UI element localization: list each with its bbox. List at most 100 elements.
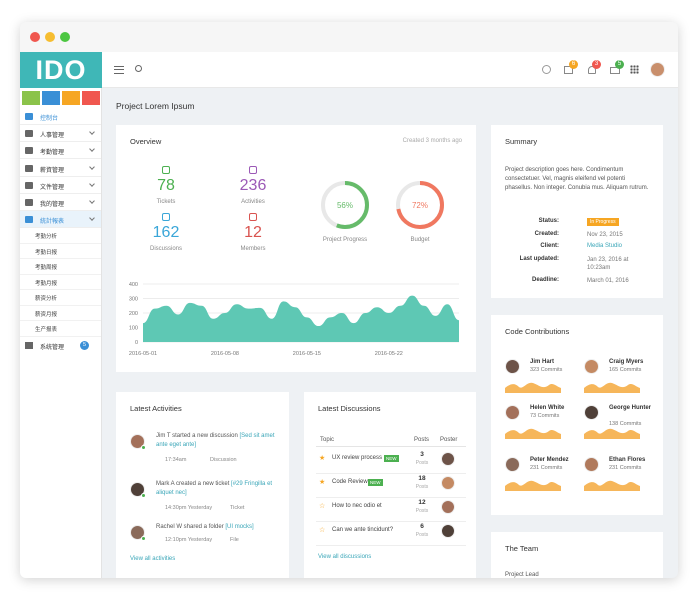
summary-value: March 01, 2016	[587, 278, 629, 284]
logo[interactable]: IDO	[20, 52, 102, 88]
column-header: Topic	[320, 437, 335, 443]
info-icon[interactable]	[542, 65, 551, 74]
activity-time: 17:34am	[165, 457, 187, 463]
card-title: Latest Activities	[130, 404, 182, 413]
stat-icon	[162, 166, 170, 174]
activity-link[interactable]: [#29 Fringilla et aliquet nec]	[156, 481, 273, 496]
badge: 6	[569, 60, 578, 69]
post-count: 3	[420, 451, 424, 458]
table-header	[316, 434, 466, 447]
menu-item[interactable]	[20, 125, 101, 143]
mail-icon[interactable]	[610, 67, 620, 74]
activity-link[interactable]: [Sed sit amet ante eget ante]	[156, 433, 275, 448]
submenu-label: 薪资月报	[35, 311, 58, 318]
x-tick-label: 2016-05-08	[211, 351, 239, 357]
activity-link[interactable]: [UI mocks]	[225, 524, 254, 530]
apps-icon[interactable]	[630, 65, 639, 74]
contributor-commits: 73 Commits	[530, 413, 560, 419]
badge: 5	[615, 60, 624, 69]
user-avatar[interactable]	[650, 62, 665, 77]
new-badge: NEW	[384, 455, 399, 462]
activity-actor: Mark A created a new ticket	[156, 481, 230, 487]
quick-button[interactable]	[42, 91, 60, 105]
view-all-link[interactable]: View all discussions	[318, 554, 372, 560]
close[interactable]	[30, 32, 40, 42]
contributor-commits: 165 Commits	[609, 367, 642, 373]
menu-item[interactable]	[20, 160, 101, 177]
area	[143, 295, 459, 342]
topic[interactable]: UX review process	[332, 455, 383, 461]
menu-item[interactable]	[20, 108, 101, 125]
menu-icon	[25, 147, 33, 155]
menu-item[interactable]	[20, 142, 101, 160]
donut-caption: Project Progress	[323, 237, 367, 243]
menu-item[interactable]	[20, 211, 101, 229]
summary-label: Created:	[534, 231, 559, 237]
stat-value: 236	[239, 177, 267, 194]
badge: 5	[80, 340, 89, 350]
table-row[interactable]	[316, 522, 466, 546]
submenu-label: 考勤日报	[35, 249, 58, 256]
submenu-label: 考勤分析	[35, 234, 58, 241]
contributor-commits: 323 Commits	[530, 367, 563, 373]
menu-item[interactable]	[20, 177, 101, 194]
summary-value[interactable]: Media Studio	[587, 243, 623, 249]
activity-kind: Discussion	[210, 457, 237, 463]
table-row[interactable]	[316, 450, 466, 474]
menu-label: 考勤管理	[40, 150, 65, 157]
card-title: Summary	[505, 137, 538, 146]
menu-icon	[25, 164, 33, 172]
topic[interactable]: How to nec odio et	[332, 503, 382, 509]
sparkline	[505, 480, 561, 491]
stat-label: Activities	[241, 199, 265, 205]
table-row[interactable]	[316, 474, 466, 498]
avatar	[584, 405, 599, 420]
card-title: Code Contributions	[505, 327, 570, 336]
topic[interactable]: Can we ante tincidunt?	[332, 527, 394, 533]
menu-label: 系统管理	[40, 344, 65, 351]
submenu-item[interactable]	[20, 259, 101, 275]
table-row[interactable]	[316, 498, 466, 522]
menu-item[interactable]	[20, 194, 101, 211]
menu-label: 人事管理	[40, 133, 65, 140]
badge: 3	[592, 60, 601, 69]
stat-label: Members	[240, 246, 266, 252]
avatar	[584, 457, 599, 472]
submenu-item[interactable]	[20, 244, 101, 260]
quick-button[interactable]	[62, 91, 80, 105]
sparkline	[505, 382, 561, 393]
summary-value: Jan 23, 2016 at 10:23am	[587, 257, 629, 271]
status-dot	[141, 493, 146, 498]
quick-button[interactable]	[22, 91, 40, 105]
menu-icon	[25, 130, 33, 138]
submenu-item[interactable]	[20, 306, 101, 322]
view-all-link[interactable]: View all activities	[130, 556, 176, 562]
activity-time: 12:10pm Yesterday	[165, 537, 213, 543]
overview-graphics: 56% Project Progress 72% Budget 0 100 200 300 40…	[129, 181, 459, 357]
card-title: Latest Discussions	[318, 404, 381, 413]
y-tick-label: 200	[129, 311, 138, 317]
submenu-item[interactable]	[20, 321, 101, 337]
quick-button[interactable]	[82, 91, 100, 105]
submenu-item[interactable]	[20, 275, 101, 291]
avatar	[441, 476, 455, 490]
x-tick-label: 2016-05-22	[375, 351, 403, 357]
sidebar: IDO 控制台 人事管理 考勤管理 薪資管理 文件管理 我的管理 統計報表 考勤分析 考勤日报考…	[20, 52, 102, 578]
submenu-item[interactable]	[20, 228, 101, 244]
discussions-card: Latest Discussions Topic Posts Poster ★ U…	[304, 392, 476, 578]
stat-value: 12	[244, 224, 262, 241]
topic[interactable]: Code Review	[332, 479, 368, 485]
contributor-name: Jim Hart	[530, 359, 555, 365]
donut-caption: Budget	[410, 237, 429, 243]
maximize[interactable]	[60, 32, 70, 42]
stat-icon	[162, 213, 170, 221]
app-window: IDO 控制台 人事管理 考勤管理 薪資管理 文件管理 我的管理 統計報表 考勤分析 考勤日报考…	[20, 22, 678, 578]
menu-toggle[interactable]	[114, 66, 124, 74]
contributor-commits: 231 Commits	[609, 465, 642, 471]
search-icon[interactable]	[135, 65, 142, 72]
tasks-icon[interactable]	[564, 66, 573, 74]
post-count: 18	[418, 475, 426, 482]
summary-label: Deadline:	[531, 277, 559, 283]
minimize[interactable]	[45, 32, 55, 42]
submenu-item[interactable]	[20, 290, 101, 306]
